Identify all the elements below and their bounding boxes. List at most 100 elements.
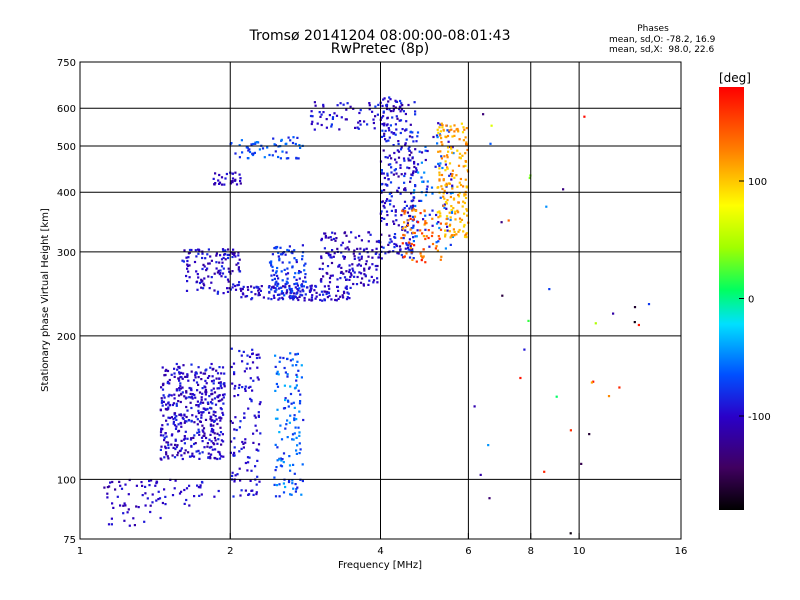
data-point [398,245,402,248]
data-point [282,285,285,288]
data-point [190,437,193,440]
data-point [186,373,189,376]
data-point [339,102,342,105]
data-point [396,189,399,192]
data-point [247,407,250,410]
data-point [361,277,364,280]
data-point [420,254,423,258]
data-point [397,142,400,146]
data-point [171,433,174,436]
data-point [348,297,351,300]
data-point [451,146,454,149]
data-point [275,270,278,273]
data-point [453,176,456,179]
data-point [299,448,302,451]
data-point [210,380,214,383]
data-point [181,377,184,380]
data-point [371,110,374,113]
data-point [216,442,219,445]
data-point [302,285,305,288]
x-tick-label: 4 [377,546,383,557]
data-point [234,284,237,288]
data-point [288,245,291,248]
data-point [202,282,205,285]
data-point [188,264,191,267]
x-tick-label: 16 [675,546,688,557]
data-point [200,493,203,496]
data-point [183,395,186,398]
data-point [171,454,174,457]
data-point [465,232,468,235]
data-point [196,423,199,426]
data-point [420,199,423,202]
data-point [318,111,321,114]
data-point [443,197,446,200]
data-point [388,241,391,244]
data-point [236,284,239,287]
data-point [187,256,190,259]
data-point [174,443,177,446]
data-point [404,142,407,145]
data-point [445,202,448,205]
data-point [500,221,503,224]
data-point [588,433,591,436]
data-point [214,172,217,175]
data-point [215,252,218,255]
data-point [204,257,207,260]
data-point [223,393,226,396]
info-heading: Phases [637,24,669,34]
data-point [445,207,448,210]
data-point [284,253,287,256]
data-point [276,284,279,287]
data-point [386,198,389,201]
data-point [392,220,395,223]
data-point [407,219,410,222]
data-point [148,484,151,487]
data-point [374,264,377,268]
data-point [197,383,200,386]
data-point [204,398,207,401]
data-point [342,290,346,293]
data-point [409,247,413,250]
data-point [382,98,385,101]
data-point [411,136,414,139]
data-point [372,281,375,284]
data-point [204,393,207,396]
data-point [247,288,250,291]
data-point [320,239,323,242]
data-point [164,369,167,372]
data-point [452,152,455,155]
data-point [299,400,302,403]
data-point [222,413,225,416]
data-point [159,431,163,434]
data-point [212,387,215,390]
data-point [273,273,276,277]
data-point [358,111,361,115]
data-point [448,182,451,185]
data-point [364,263,368,266]
data-point [284,371,287,374]
data-point [231,181,234,184]
data-point [278,431,281,434]
data-point [190,248,193,252]
data-point [196,484,199,487]
data-point [276,282,279,285]
data-point [276,408,279,411]
data-point [250,400,253,403]
data-point [183,414,186,417]
data-point [555,395,558,398]
data-point [464,196,468,200]
data-point [392,144,395,147]
data-point [209,418,212,421]
data-point [302,280,305,283]
data-point [452,228,455,231]
data-point [211,428,214,431]
data-point [219,426,222,429]
data-point [297,272,300,275]
data-point [218,451,221,454]
data-point [408,145,411,148]
data-point [324,232,327,235]
data-point [141,484,144,487]
data-point [399,119,403,122]
data-point [289,469,292,472]
